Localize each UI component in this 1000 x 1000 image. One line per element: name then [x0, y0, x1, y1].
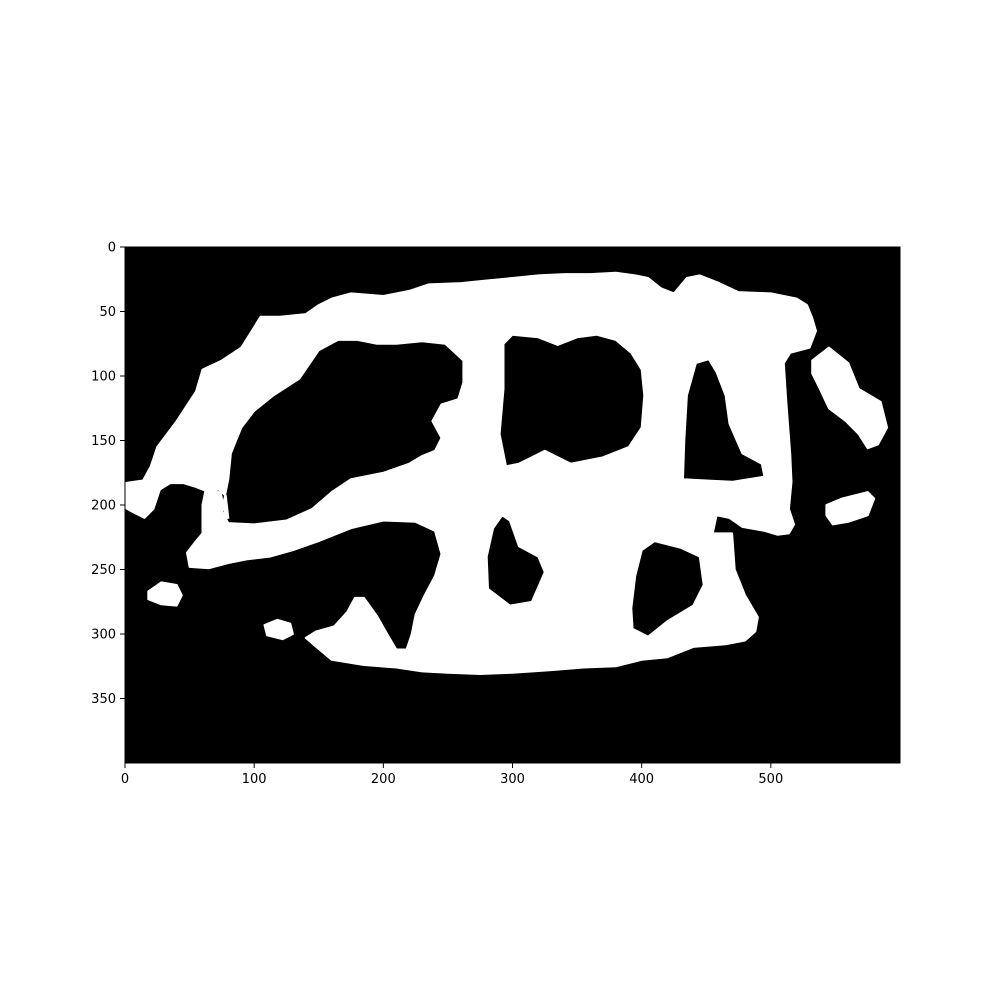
mask-region-main: [124, 271, 817, 675]
y-tick-label: 150: [91, 434, 116, 449]
plot-frame: [124, 246, 901, 764]
x-tick-label: 300: [500, 772, 525, 787]
y-tick-label: 100: [91, 370, 116, 385]
y-tick-label: 0: [108, 241, 116, 256]
x-tick-label: 0: [121, 772, 129, 787]
x-tick-label: 500: [758, 772, 783, 787]
mask-region-blob-4: [263, 618, 294, 641]
mask-region-blob-2: [825, 491, 876, 526]
y-tick-label: 250: [91, 563, 116, 578]
x-axis: 0 100 200 300 400 500: [121, 763, 783, 787]
mask-region-blob-3: [147, 581, 183, 607]
y-axis: 0 50 100 150 200 250 300 350: [91, 241, 125, 707]
x-tick-label: 400: [629, 772, 654, 787]
y-tick-label: 350: [91, 692, 116, 707]
x-tick-label: 100: [242, 772, 267, 787]
y-tick-label: 300: [91, 628, 116, 643]
mask-region-blob-1: [811, 346, 889, 450]
y-tick-label: 50: [99, 305, 116, 320]
mask-image: [124, 247, 900, 763]
x-tick-label: 200: [371, 772, 396, 787]
y-tick-label: 200: [91, 499, 116, 514]
